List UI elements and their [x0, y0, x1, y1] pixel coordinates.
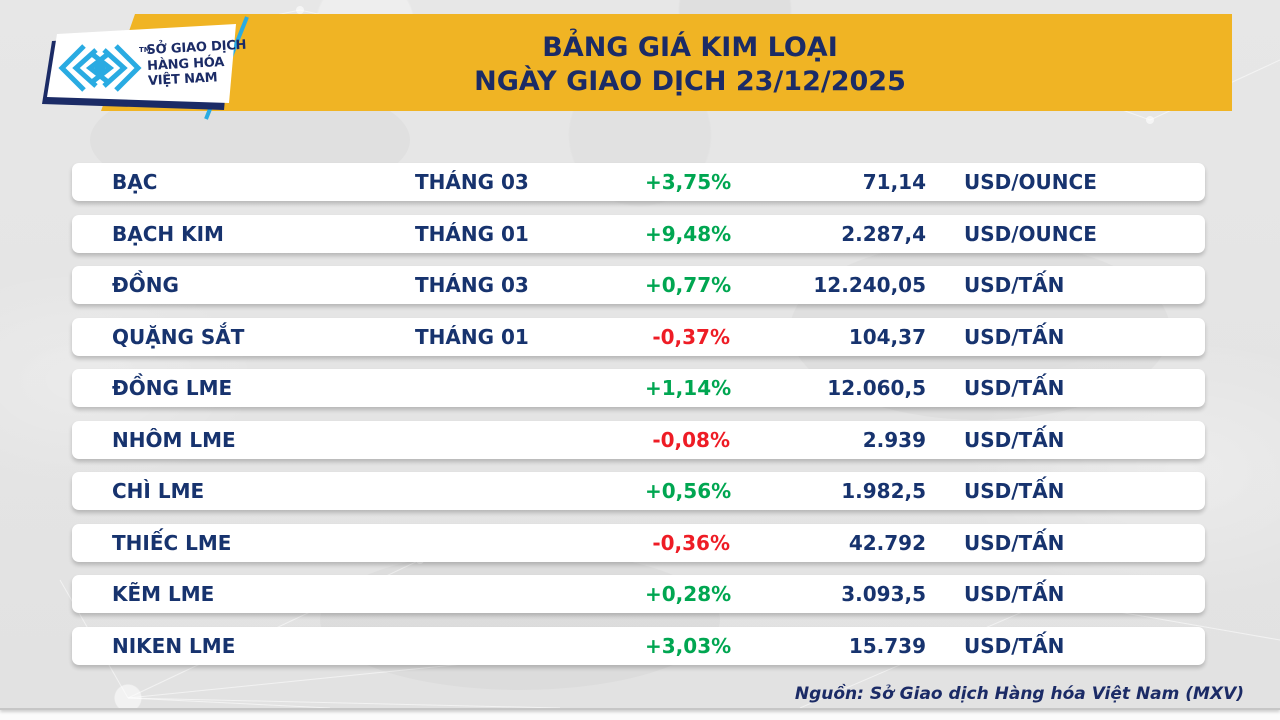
price-unit: USD/TẤN	[964, 376, 1065, 400]
price-unit: USD/TẤN	[964, 324, 1065, 349]
price-value: 1.982,5	[841, 479, 926, 503]
table-row: NIKEN LME +3,03% 15.739 USD/TẤN	[72, 626, 1205, 665]
commodity-name: BẠC	[112, 170, 158, 194]
price-unit: USD/OUNCE	[964, 221, 1097, 246]
commodity-name: THIẾC LME	[112, 530, 232, 555]
change-percent: +0,77%	[645, 273, 732, 297]
price-value: 104,37	[848, 324, 926, 349]
mxv-logo-icon	[58, 44, 142, 92]
price-value: 3.093,5	[841, 582, 926, 606]
trademark-symbol: TM	[139, 46, 151, 54]
price-value: 2.287,4	[841, 221, 926, 246]
commodity-name: NHÔM LME	[112, 427, 236, 452]
page-title: BẢNG GIÁ KIM LOẠI NGÀY GIAO DỊCH 23/12/2…	[230, 31, 1150, 99]
change-percent: +0,28%	[645, 582, 732, 606]
table-row: QUẶNG SẮT THÁNG 01 -0,37% 104,37 USD/TẤN	[72, 317, 1205, 356]
mxv-logo-center-diamond	[94, 62, 106, 74]
change-percent: -0,08%	[652, 427, 730, 452]
commodity-name: ĐỒNG LME	[112, 376, 233, 400]
price-value: 15.739	[848, 633, 926, 658]
table-row: KẼM LME +0,28% 3.093,5 USD/TẤN	[72, 575, 1205, 613]
price-unit: USD/TẤN	[964, 479, 1065, 503]
commodity-name: QUẶNG SẮT	[112, 324, 245, 349]
title-line2-trading-date: NGÀY GIAO DỊCH 23/12/2025	[474, 66, 906, 97]
change-percent: +0,56%	[645, 479, 732, 503]
table-row: ĐỒNG LME +1,14% 12.060,5 USD/TẤN	[72, 369, 1205, 407]
commodity-name: NIKEN LME	[112, 633, 236, 658]
contract-month: THÁNG 03	[415, 273, 529, 297]
commodity-name: ĐỒNG	[112, 273, 179, 297]
change-percent: +3,75%	[645, 170, 732, 194]
price-unit: USD/TẤN	[964, 530, 1065, 555]
header: TM SỞ GIAO DỊCH HÀNG HÓA VIỆT NAM BẢNG G…	[0, 0, 1280, 130]
table-row: ĐỒNG THÁNG 03 +0,77% 12.240,05 USD/TẤN	[72, 266, 1205, 304]
contract-month: THÁNG 01	[415, 221, 529, 246]
commodity-name: KẼM LME	[112, 582, 215, 606]
change-percent: +3,03%	[645, 633, 732, 658]
price-unit: USD/OUNCE	[964, 170, 1097, 194]
contract-month: THÁNG 01	[415, 324, 529, 349]
price-value: 2.939	[862, 427, 926, 452]
price-value: 12.240,05	[813, 273, 926, 297]
price-table: BẠC THÁNG 03 +3,75% 71,14 USD/OUNCE BẠCH…	[72, 163, 1205, 678]
commodity-name: BẠCH KIM	[112, 221, 224, 246]
change-percent: +9,48%	[645, 221, 732, 246]
price-unit: USD/TẤN	[964, 427, 1065, 452]
table-row: NHÔM LME -0,08% 2.939 USD/TẤN	[72, 420, 1205, 459]
change-percent: +1,14%	[645, 376, 732, 400]
contract-month: THÁNG 03	[415, 170, 529, 194]
price-value: 71,14	[862, 170, 926, 194]
price-value: 42.792	[848, 530, 926, 555]
title-banner	[101, 14, 1232, 111]
table-row: THIẾC LME -0,36% 42.792 USD/TẤN	[72, 523, 1205, 562]
change-percent: -0,37%	[652, 324, 730, 349]
commodity-name: CHÌ LME	[112, 479, 205, 503]
price-unit: USD/TẤN	[964, 633, 1065, 658]
table-row: BẠCH KIM THÁNG 01 +9,48% 2.287,4 USD/OUN…	[72, 214, 1205, 253]
title-line1: BẢNG GIÁ KIM LOẠI	[542, 32, 838, 63]
price-value: 12.060,5	[827, 376, 926, 400]
source-attribution: Nguồn: Sở Giao dịch Hàng hóa Việt Nam (M…	[794, 684, 1244, 704]
price-unit: USD/TẤN	[964, 273, 1065, 297]
price-unit: USD/TẤN	[964, 582, 1065, 606]
change-percent: -0,36%	[652, 530, 730, 555]
table-row: BẠC THÁNG 03 +3,75% 71,14 USD/OUNCE	[72, 163, 1205, 201]
table-row: CHÌ LME +0,56% 1.982,5 USD/TẤN	[72, 472, 1205, 510]
